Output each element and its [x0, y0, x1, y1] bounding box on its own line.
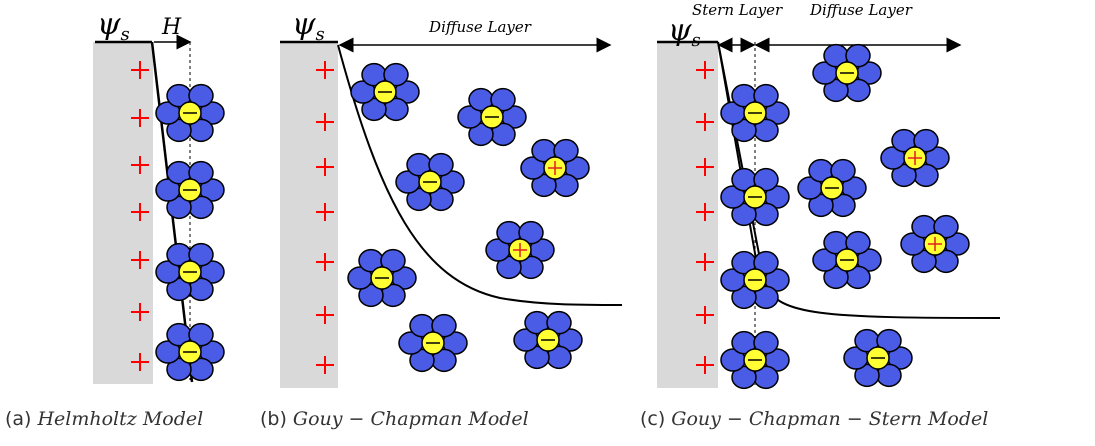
- hydrated-ion: [721, 169, 789, 226]
- caption: (c) Gouy − Chapman − Stern Model: [640, 408, 988, 430]
- hydrated-ion: [881, 130, 949, 187]
- psi: ψ: [668, 13, 692, 48]
- hydrated-ion: [813, 232, 881, 289]
- caption-prefix: (c): [640, 408, 665, 430]
- caption-text: Gouy − Chapman − Stern Model: [671, 408, 988, 430]
- hydrated-ion: [399, 315, 467, 372]
- hydrated-ion: [348, 250, 416, 307]
- psi: ψ: [97, 7, 121, 42]
- caption: (b) Gouy − Chapman Model: [260, 408, 529, 430]
- hydrated-ion: [486, 222, 554, 279]
- hydrated-ion: [351, 64, 419, 121]
- caption-prefix: (a): [5, 408, 31, 430]
- hydrated-ion: [798, 160, 866, 217]
- hydrated-ion: [156, 244, 224, 301]
- hydrated-ion: [901, 216, 969, 273]
- electrode: [657, 42, 718, 388]
- psi: ψ: [292, 7, 316, 42]
- figure: ψs H ψs Diffuse Layer ψs Stern Layer Dif…: [0, 0, 1095, 446]
- hydrated-ion: [813, 45, 881, 102]
- electrode: [280, 42, 338, 388]
- psi-sub: s: [316, 24, 325, 45]
- hydrated-ion: [721, 332, 789, 389]
- psi-label: ψs: [97, 7, 130, 45]
- layer-label: Diffuse Layer: [428, 18, 532, 36]
- caption-text: Helmholtz Model: [36, 408, 203, 430]
- stern-label: Stern Layer: [692, 1, 783, 19]
- ions: [156, 45, 969, 389]
- caption-prefix: (b): [260, 408, 287, 430]
- psi-sub: s: [121, 24, 130, 45]
- psi-sub: s: [692, 30, 701, 51]
- hydrated-ion: [458, 89, 526, 146]
- hydrated-ion: [521, 140, 589, 197]
- hydrated-ion: [156, 324, 224, 381]
- page: {"panels":[ {"psi":"ψ","psi_sub":"s","wi…: [0, 0, 1095, 446]
- hydrated-ion: [396, 154, 464, 211]
- layer-label: Diffuse Layer: [809, 1, 913, 19]
- caption-text: Gouy − Chapman Model: [293, 408, 529, 430]
- hydrated-ion: [721, 85, 789, 142]
- hydrated-ion: [156, 85, 224, 142]
- width-label: H: [161, 15, 182, 40]
- hydrated-ion: [514, 312, 582, 369]
- caption: (a)Helmholtz Model: [5, 408, 203, 430]
- potential-curve: [718, 42, 760, 282]
- hydrated-ion: [844, 330, 912, 387]
- psi-label: ψs: [292, 7, 325, 45]
